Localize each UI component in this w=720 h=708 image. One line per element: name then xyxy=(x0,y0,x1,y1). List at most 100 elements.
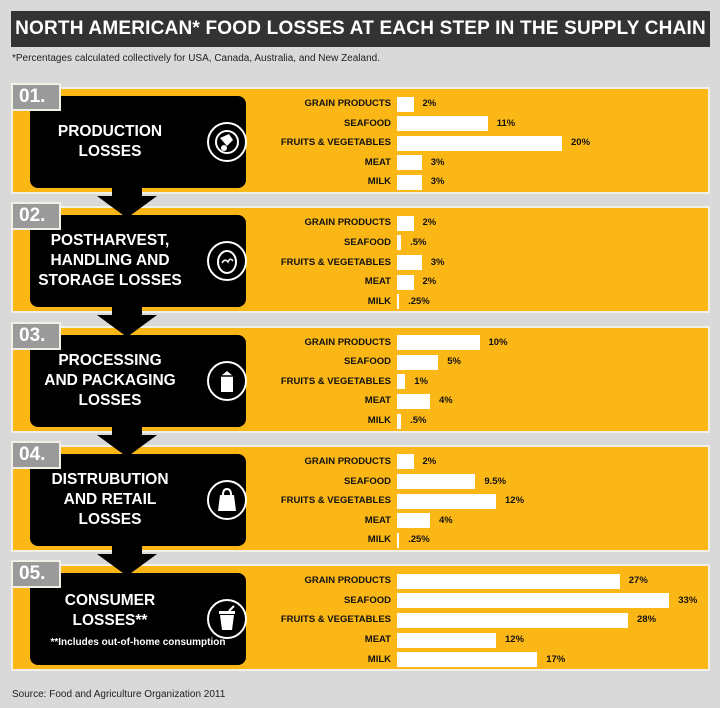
bar-value-label: 5% xyxy=(447,356,461,368)
bar-value-label: 4% xyxy=(439,395,453,407)
data-bar xyxy=(397,374,406,390)
bar-category-label: FRUITS & VEGETABLES xyxy=(280,495,391,507)
bar-value-label: .25% xyxy=(408,295,430,307)
tractor-icon xyxy=(207,122,247,162)
bar-category-label: MILK xyxy=(367,176,391,188)
data-bar xyxy=(397,532,400,548)
bar-category-label: MEAT xyxy=(364,634,391,645)
stage-title: POSTHARVEST, HANDLING AND STORAGE LOSSES xyxy=(38,232,182,290)
connector-arrow xyxy=(97,434,157,457)
bar-category-label: MILK xyxy=(367,415,391,426)
stage-title: CONSUMER LOSSES** xyxy=(64,591,156,629)
data-bar xyxy=(397,335,480,351)
data-bar xyxy=(397,155,422,171)
trash-can-icon xyxy=(207,599,247,640)
data-bar xyxy=(397,513,430,529)
bar-value-label: 20% xyxy=(571,137,591,149)
bar-category-label: SEAFOOD xyxy=(344,594,391,606)
stage-box: PROCESSING AND PACKAGING LOSSES xyxy=(30,334,246,427)
bar-category-label: GRAIN PRODUCTS xyxy=(304,98,391,109)
data-bar xyxy=(397,116,488,132)
stage-number: 01. xyxy=(11,83,61,111)
data-bar xyxy=(397,235,402,251)
data-bar xyxy=(397,215,414,231)
stage-box: DISTRUBUTION AND RETAIL LOSSES xyxy=(30,453,246,546)
data-bar xyxy=(397,174,422,190)
bar-category-label: MEAT xyxy=(364,276,391,288)
data-bar xyxy=(397,493,496,509)
source-note: Source: Food and Agriculture Organizatio… xyxy=(12,689,226,700)
connector-arrow-stem xyxy=(112,543,142,556)
bar-category-label: FRUITS & VEGETABLES xyxy=(280,137,391,149)
data-bar xyxy=(397,413,402,429)
bar-category-label: GRAIN PRODUCTS xyxy=(304,336,391,348)
data-bar xyxy=(397,612,628,628)
data-bar xyxy=(397,393,430,409)
bar-value-label: .5% xyxy=(410,236,427,248)
bar-value-label: 2% xyxy=(422,276,437,288)
bar-category-label: MEAT xyxy=(364,395,391,407)
bar-value-label: 2% xyxy=(422,98,437,109)
data-bar xyxy=(397,274,414,290)
data-bar xyxy=(397,593,670,609)
egg-icon xyxy=(207,241,247,282)
bar-value-label: 3% xyxy=(430,176,445,188)
data-bar xyxy=(397,96,414,112)
stage-number: 05. xyxy=(11,560,61,589)
data-bar xyxy=(397,135,562,151)
shopping-bag-icon xyxy=(207,479,247,520)
bar-category-label: FRUITS & VEGETABLES xyxy=(280,614,391,626)
data-bar xyxy=(397,632,496,648)
bar-value-label: 2% xyxy=(422,455,437,467)
bar-category-label: SEAFOOD xyxy=(344,117,391,129)
milk-carton-icon xyxy=(207,360,247,401)
bar-value-label: 27% xyxy=(628,575,648,587)
stage-number: 02. xyxy=(11,202,61,231)
bar-value-label: 33% xyxy=(678,594,698,606)
stage-number: 04. xyxy=(11,440,61,469)
data-bar xyxy=(397,294,400,310)
bar-category-label: GRAIN PRODUCTS xyxy=(304,575,391,587)
stage-number: 03. xyxy=(11,321,61,350)
bar-category-label: FRUITS & VEGETABLES xyxy=(280,256,391,268)
bar-value-label: 12% xyxy=(505,634,525,645)
bar-value-label: 1% xyxy=(414,375,428,387)
connector-arrow xyxy=(97,315,157,338)
bar-value-label: 2% xyxy=(422,217,437,229)
bar-category-label: GRAIN PRODUCTS xyxy=(304,455,391,467)
bar-value-label: 3% xyxy=(430,156,445,168)
stage-box: POSTHARVEST, HANDLING AND STORAGE LOSSES xyxy=(30,215,246,308)
stage-title: DISTRUBUTION AND RETAIL LOSSES xyxy=(51,470,169,528)
connector-arrow-stem xyxy=(112,424,142,437)
stage-note: **Includes out-of-home consumption xyxy=(50,636,226,648)
bar-value-label: 17% xyxy=(546,653,566,665)
connector-arrow-stem xyxy=(112,305,142,318)
data-bar xyxy=(397,454,414,470)
data-bar xyxy=(397,474,476,489)
bar-category-label: FRUITS & VEGETABLES xyxy=(280,375,391,387)
bar-category-label: MILK xyxy=(367,653,391,665)
data-bar xyxy=(397,354,439,370)
bar-value-label: 9.5% xyxy=(484,475,507,487)
bar-value-label: 28% xyxy=(637,614,657,626)
bar-value-label: 12% xyxy=(505,495,525,507)
bar-value-label: 4% xyxy=(439,514,453,526)
connector-arrow xyxy=(97,553,157,576)
footnote: *Percentages calculated collectively for… xyxy=(12,53,380,64)
connector-arrow xyxy=(97,196,157,218)
bar-category-label: SEAFOOD xyxy=(344,356,391,368)
connector-arrow-stem xyxy=(112,186,142,198)
data-bar xyxy=(397,255,422,270)
bar-value-label: 11% xyxy=(496,117,516,129)
bar-value-label: .5% xyxy=(410,415,427,426)
stage-title: PROCESSING AND PACKAGING LOSSES xyxy=(44,351,176,409)
bar-category-label: MEAT xyxy=(364,514,391,526)
data-bar xyxy=(397,652,538,668)
page-title: NORTH AMERICAN* FOOD LOSSES AT EACH STEP… xyxy=(11,11,710,47)
bar-value-label: 3% xyxy=(430,256,445,268)
bar-category-label: GRAIN PRODUCTS xyxy=(304,217,391,229)
bar-category-label: MEAT xyxy=(364,156,391,168)
bar-category-label: MILK xyxy=(367,295,391,307)
bar-category-label: SEAFOOD xyxy=(344,475,391,487)
data-bar xyxy=(397,573,620,589)
